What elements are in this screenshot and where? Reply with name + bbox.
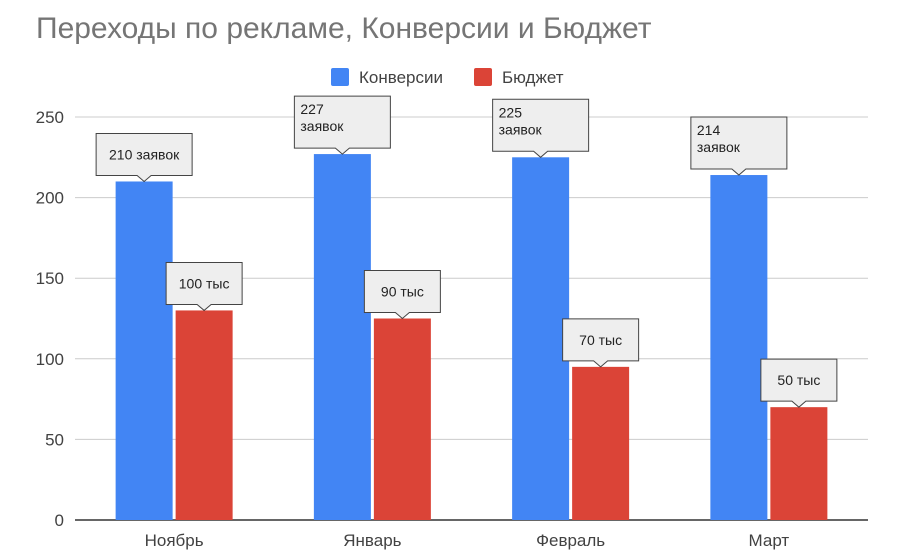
bar-1-2 [572,366,630,520]
y-tick-label-50: 50 [45,430,64,449]
y-tick-label-150: 150 [36,269,64,288]
data-label-0-1-0: 227 [300,101,324,117]
data-callout-0-1 [293,95,391,155]
bar-0-0 [115,181,173,521]
data-label-0-3-1: заявок [697,139,741,155]
data-label-1-3-0: 50 тыс [777,372,820,388]
data-callout-0-3 [690,116,788,176]
chart-title: Переходы по рекламе, Конверсии и Бюджет [36,12,652,45]
data-callout-1-1 [363,270,441,320]
bar-1-1 [373,318,431,520]
bar-0-3 [710,175,768,521]
legend-label-1: Бюджет [502,68,564,87]
y-tick-label-200: 200 [36,189,64,208]
bar-1-0 [175,310,233,520]
bar-0-1 [313,154,371,521]
data-label-0-1-1: заявок [300,118,344,134]
data-label-0-2-1: заявок [499,121,543,137]
bar-1-3 [770,407,828,520]
y-tick-label-0: 0 [55,511,64,530]
data-callout-1-2 [562,318,640,368]
legend-swatch-0 [331,68,349,86]
y-tick-label-100: 100 [36,350,64,369]
data-label-1-1-0: 90 тыс [381,284,424,300]
y-tick-label-250: 250 [36,108,64,127]
legend-swatch-1 [474,68,492,86]
x-category-label-2: Февраль [536,531,605,550]
data-callout-0-0 [95,132,193,183]
x-category-label-3: Март [749,531,790,550]
data-callout-0-2 [492,98,590,158]
legend-label-0: Конверсии [359,68,443,87]
x-category-label-1: Январь [343,531,401,550]
bar-0-2 [512,157,570,521]
data-callout-1-0 [165,261,243,312]
data-callout-1-3 [760,358,838,408]
data-label-0-2-0: 225 [499,104,523,120]
data-label-1-0-0: 100 тыс [179,275,230,291]
data-label-0-0-0: 210 заявок [109,146,180,162]
data-label-0-3-0: 214 [697,122,721,138]
data-label-1-2-0: 70 тыс [579,332,622,348]
x-category-label-0: Ноябрь [145,531,204,550]
